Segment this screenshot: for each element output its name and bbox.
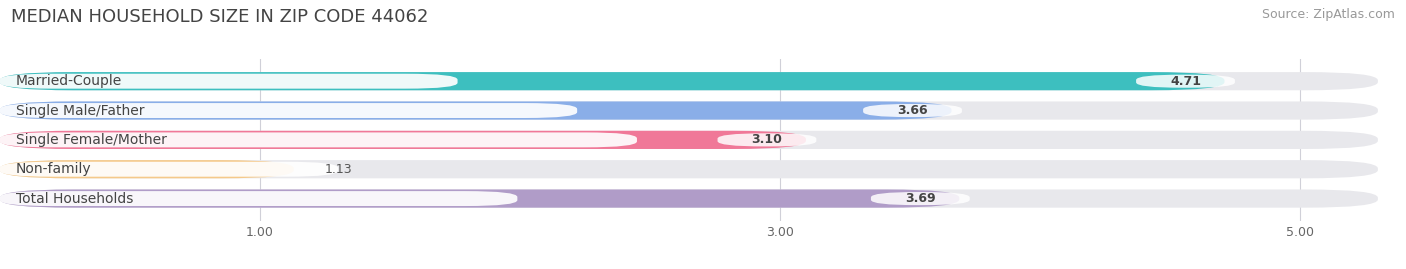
Text: MEDIAN HOUSEHOLD SIZE IN ZIP CODE 44062: MEDIAN HOUSEHOLD SIZE IN ZIP CODE 44062 [11,8,429,26]
FancyBboxPatch shape [717,133,817,146]
FancyBboxPatch shape [0,189,959,208]
FancyBboxPatch shape [0,72,1378,90]
FancyBboxPatch shape [863,104,962,117]
FancyBboxPatch shape [0,160,1378,178]
Text: 3.69: 3.69 [905,192,935,205]
FancyBboxPatch shape [0,103,576,118]
Text: 1.13: 1.13 [325,163,353,176]
Text: Single Male/Father: Single Male/Father [15,104,143,118]
FancyBboxPatch shape [0,160,294,178]
Text: Married-Couple: Married-Couple [15,74,122,88]
FancyBboxPatch shape [0,131,1378,149]
FancyBboxPatch shape [0,101,1378,120]
Text: Source: ZipAtlas.com: Source: ZipAtlas.com [1261,8,1395,21]
FancyBboxPatch shape [0,131,806,149]
FancyBboxPatch shape [870,192,970,205]
Text: Single Female/Mother: Single Female/Mother [15,133,166,147]
FancyBboxPatch shape [1136,75,1234,88]
FancyBboxPatch shape [0,189,1378,208]
FancyBboxPatch shape [0,132,637,147]
FancyBboxPatch shape [0,72,1225,90]
FancyBboxPatch shape [0,101,952,120]
FancyBboxPatch shape [0,191,517,206]
FancyBboxPatch shape [0,162,337,177]
Text: Non-family: Non-family [15,162,91,176]
Text: 4.71: 4.71 [1170,75,1201,88]
Text: 3.66: 3.66 [897,104,928,117]
Text: 3.10: 3.10 [751,133,782,146]
Text: Total Households: Total Households [15,192,134,206]
FancyBboxPatch shape [0,74,457,89]
